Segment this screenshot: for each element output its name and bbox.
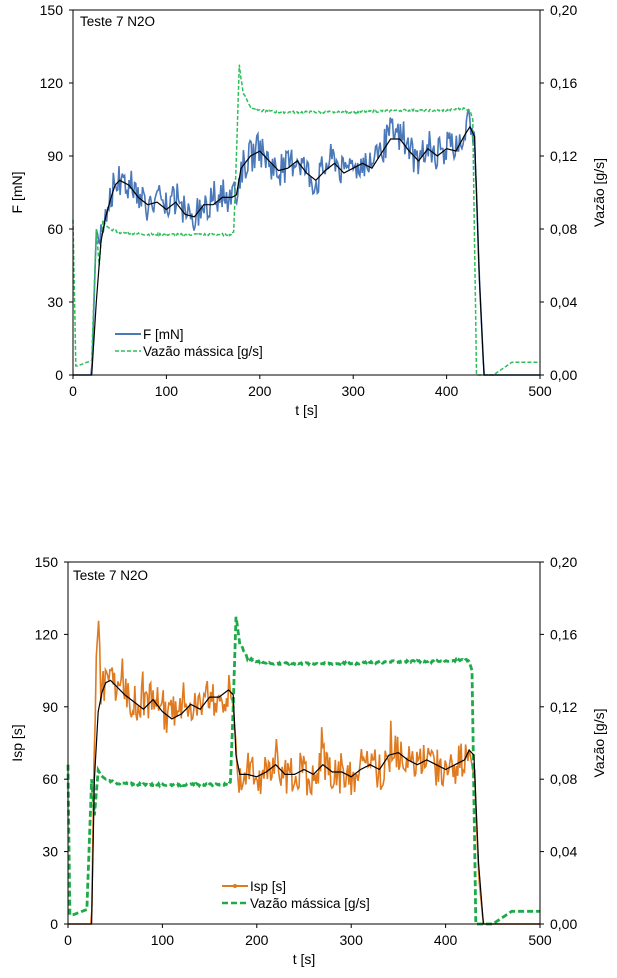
thrust-chart: 0 100 200 300 400 500 0 30 60 90 120 150 0,00 0,04 0,0… <box>9 2 607 418</box>
x-tick-label: 200 <box>245 932 269 948</box>
y-left-tick-label: 90 <box>42 699 58 715</box>
y-right-tick-label: 0,08 <box>550 771 577 787</box>
y-right-tick-label: 0,16 <box>550 75 577 91</box>
y-right-tick-label: 0,20 <box>550 2 577 18</box>
y-right-tick-label: 0,12 <box>550 699 577 715</box>
y-right-tick-label: 0,20 <box>550 554 577 570</box>
y-left-tick-label: 60 <box>47 221 63 237</box>
y-right-axis-label: Vazão [g/s] <box>591 708 607 777</box>
y-right-tick-label: 0,00 <box>550 367 577 383</box>
x-tick-label: 500 <box>528 932 552 948</box>
y-right-tick-label: 0,16 <box>550 626 577 642</box>
chart-title: Teste 7 N2O <box>73 568 148 583</box>
y-left-tick-label: 150 <box>35 554 59 570</box>
x-tick-label: 300 <box>342 383 366 399</box>
x-tick-label: 300 <box>340 932 364 948</box>
series-main-line <box>68 620 540 925</box>
y-left-axis-label: F [mN] <box>9 172 25 214</box>
y-left-tick-label: 30 <box>42 844 58 860</box>
x-tick-label: 100 <box>155 383 179 399</box>
series-smoothed-line <box>68 679 540 925</box>
y-left-tick-label: 0 <box>55 367 63 383</box>
x-tick-label: 0 <box>69 383 77 399</box>
y-right-tick-label: 0,12 <box>550 148 577 164</box>
series-smoothed-line <box>73 125 540 376</box>
y-left-tick-label: 60 <box>42 771 58 787</box>
legend-marker-main <box>233 884 237 888</box>
series-flow-line <box>66 616 540 926</box>
y-left-tick-label: 0 <box>50 916 58 932</box>
legend-label-main: Isp [s] <box>250 879 286 894</box>
legend-label-flow: Vazão mássica [g/s] <box>143 344 263 359</box>
x-tick-label: 0 <box>64 932 72 948</box>
y-left-tick-label: 120 <box>40 75 64 91</box>
y-left-tick-label: 150 <box>40 2 64 18</box>
x-tick-label: 400 <box>435 383 459 399</box>
chart-title: Teste 7 N2O <box>80 14 155 29</box>
x-tick-label: 400 <box>434 932 458 948</box>
legend-label-main: F [mN] <box>143 327 184 342</box>
y-right-tick-label: 0,08 <box>550 221 577 237</box>
plot-area-frame <box>72 9 541 376</box>
x-tick-label: 500 <box>528 383 552 399</box>
legend-label-flow: Vazão mássica [g/s] <box>250 896 370 911</box>
y-left-axis-label: Isp [s] <box>9 724 25 761</box>
x-tick-label: 100 <box>151 932 175 948</box>
y-left-tick-label: 120 <box>35 626 59 642</box>
y-right-tick-label: 0,00 <box>550 916 577 932</box>
plot-area-frame <box>67 561 541 925</box>
y-left-tick-label: 30 <box>47 294 63 310</box>
isp-chart: 0 100 200 300 400 500 0 30 60 90 120 150 0,00 0,04 0,0… <box>9 554 607 967</box>
y-right-tick-label: 0,04 <box>550 294 577 310</box>
x-tick-label: 200 <box>248 383 272 399</box>
y-left-tick-label: 90 <box>47 148 63 164</box>
y-right-tick-label: 0,04 <box>550 844 577 860</box>
x-axis-label: t [s] <box>293 951 316 967</box>
x-axis-label: t [s] <box>295 402 318 418</box>
y-right-axis-label: Vazão [g/s] <box>591 158 607 227</box>
series-flow-line <box>72 64 540 376</box>
